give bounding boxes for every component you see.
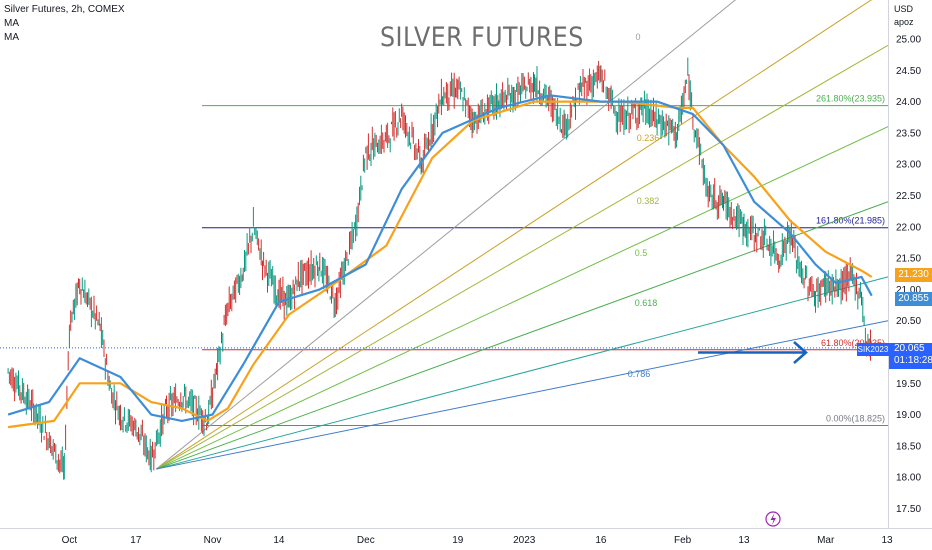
last-price-badge: 20.065 01:18:28 [889, 343, 932, 369]
fib-fan-line [156, 320, 889, 470]
fib-fan-label: 0.236 [637, 133, 660, 143]
fib-fan-label: 0.786 [628, 369, 651, 379]
fib-level-label: 261.80%(23.935) [816, 94, 885, 104]
lightning-icon[interactable] [765, 511, 781, 527]
y-tick-label: 23.00 [896, 160, 921, 171]
fib-fan-line [156, 44, 889, 470]
moving-averages [7, 94, 873, 429]
y-tick-label: 18.50 [896, 441, 921, 452]
symbol-title: Silver Futures, 2h, COMEX [4, 4, 125, 15]
fib-fan-lines: 0 0.236 0.382 0.5 0.618 0.786 [155, 0, 889, 470]
fib-fan-line [156, 0, 873, 470]
x-tick-label: 17 [130, 535, 142, 546]
y-tick-label: 24.50 [896, 66, 921, 77]
currency-label: USD [894, 4, 914, 14]
x-tick-label: Mar [817, 535, 835, 546]
fib-level-label: 0.00%(18.825) [826, 414, 885, 424]
x-tick-label: 2023 [513, 535, 536, 546]
overlay-title: SILVER FUTURES [380, 22, 584, 53]
fib-fan-label: 0.618 [635, 298, 658, 308]
x-tick-label: 19 [452, 535, 464, 546]
indicator-ma-1[interactable]: MA [4, 18, 19, 29]
y-tick-label: 18.00 [896, 473, 921, 484]
y-tick-label: 24.00 [896, 97, 921, 108]
ma-slow-value-badge: 21.230 [895, 268, 932, 282]
fib-fan-line [156, 276, 889, 470]
x-tick-label: 13 [738, 535, 750, 546]
y-tick-label: 19.50 [896, 379, 921, 390]
x-tick-label: 13 [881, 535, 893, 546]
fib-fan-line [155, 0, 737, 470]
y-tick-label: 25.00 [896, 35, 921, 46]
arrow-annotation[interactable] [698, 341, 808, 364]
y-tick-label: 23.50 [896, 128, 921, 139]
x-tick-label: Dec [357, 535, 375, 546]
x-tick-label: Feb [674, 535, 692, 546]
y-tick-label: 22.50 [896, 191, 921, 202]
fib-fan-line [156, 201, 889, 470]
fib-fan-label: 0 [635, 32, 640, 42]
fib-level-label: 161.80%(21.985) [816, 216, 885, 226]
y-tick-label: 21.50 [896, 254, 921, 265]
symbol-tag-badge: SIK2023 [857, 343, 889, 356]
fib-level-label: 61.80%(20.035) [821, 338, 885, 348]
y-tick-label: 20.50 [896, 316, 921, 327]
y-tick-label: 17.50 [896, 504, 921, 515]
price-candles [7, 57, 871, 480]
ma-fast-line [7, 94, 873, 422]
fib-fan-label: 0.382 [637, 196, 660, 206]
fib-fan-label: 0.5 [635, 248, 648, 258]
last-price-value: 20.065 [894, 343, 925, 354]
y-tick-label: 21.00 [896, 285, 921, 296]
fib-fan-line [156, 126, 889, 470]
scale-mode-label[interactable]: apoz [894, 17, 914, 27]
ma-slow-line [7, 100, 873, 429]
fib-retracement-levels: 261.80%(23.935) 161.80%(21.985) 61.80%(20.… [202, 94, 888, 427]
indicator-ma-2[interactable]: MA [4, 32, 19, 43]
ma-fast-value-badge: 20.855 [895, 292, 932, 306]
x-tick-label: 16 [595, 535, 607, 546]
x-tick-label: Oct [62, 535, 78, 546]
time-axis-ticks: Oct17Nov14Dec19202316Feb13Mar13Apr [62, 535, 893, 546]
y-tick-label: 19.00 [896, 410, 921, 421]
x-tick-label: 14 [273, 535, 285, 546]
bar-countdown: 01:18:28 [894, 355, 932, 366]
y-tick-label: 22.00 [896, 222, 921, 233]
x-tick-label: Nov [204, 535, 222, 546]
